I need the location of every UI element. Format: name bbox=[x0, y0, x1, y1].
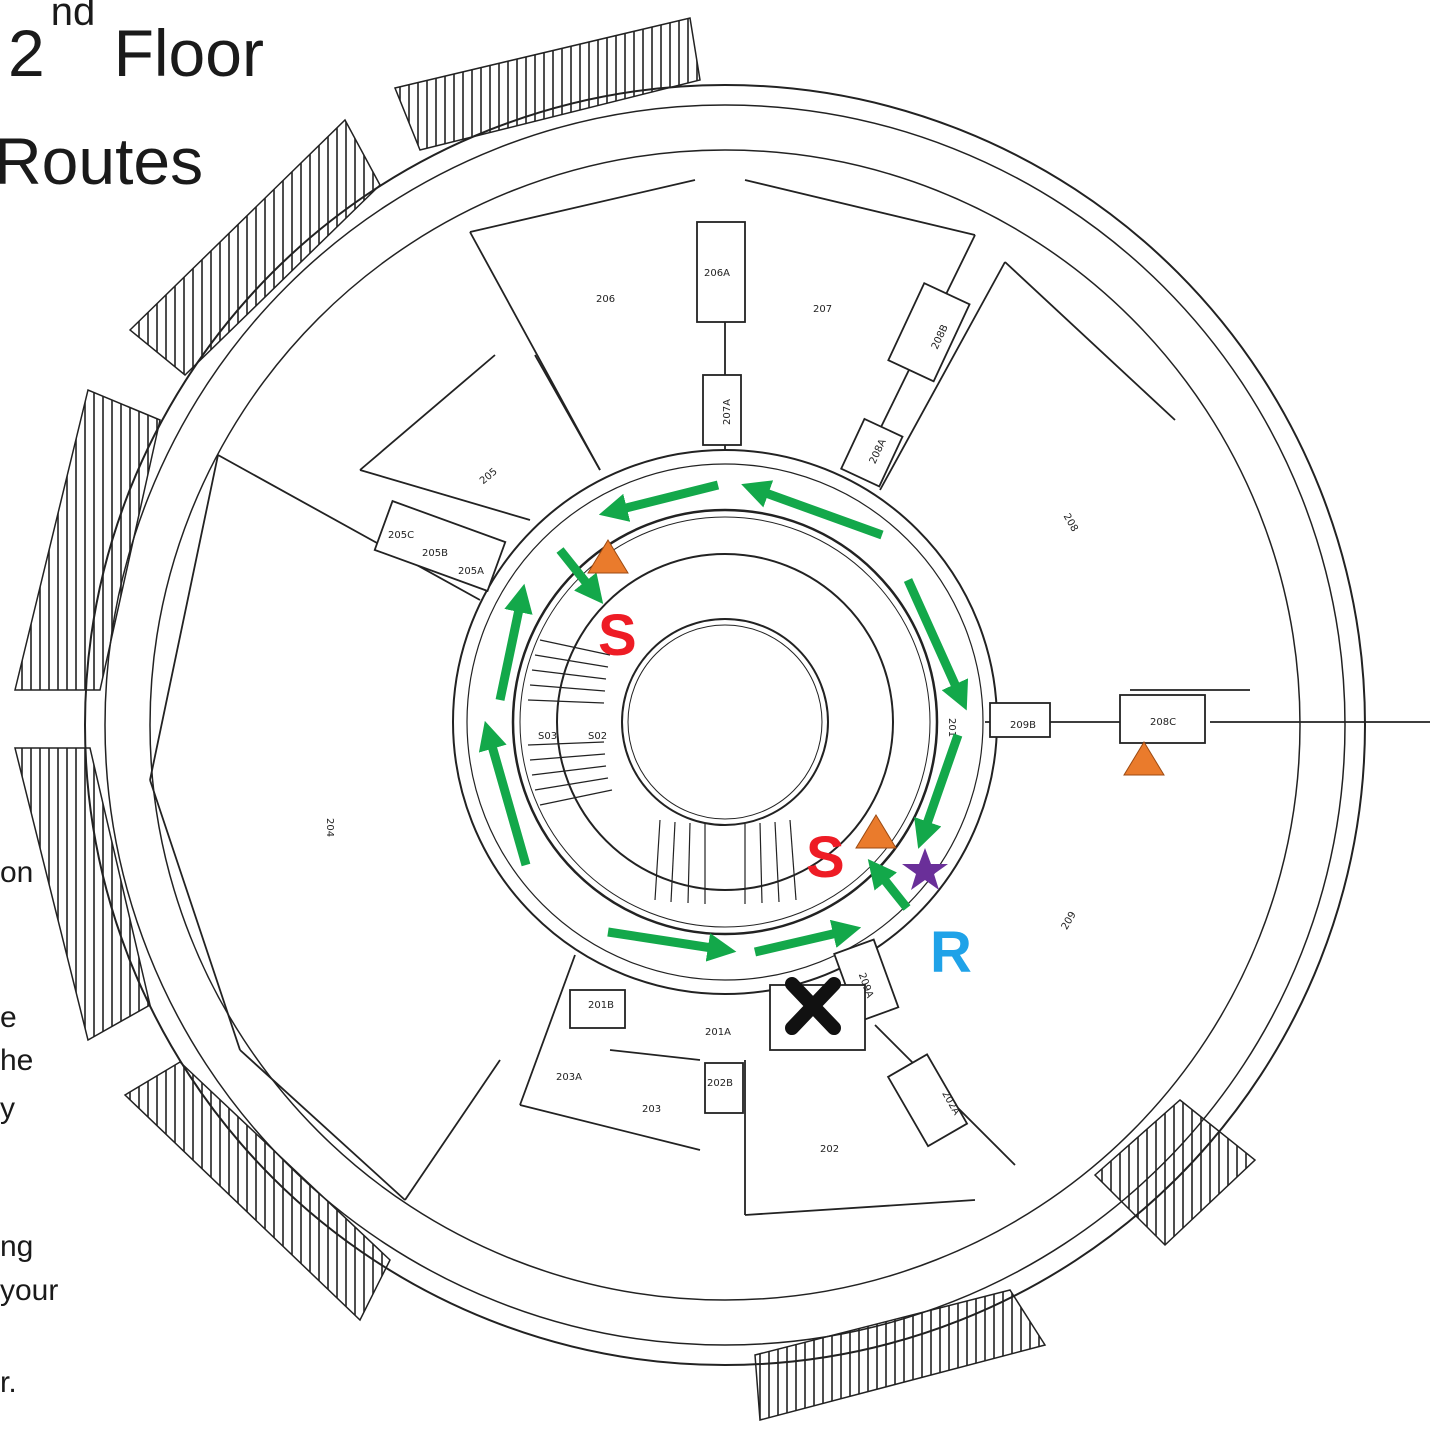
room-label-s03: S03 bbox=[538, 731, 557, 742]
cut-text-fragment: on bbox=[0, 856, 34, 889]
orange-triangle-marker bbox=[855, 814, 897, 849]
route-arrow bbox=[741, 480, 884, 540]
room-label-205: 205 bbox=[478, 466, 500, 487]
room-label-205b: 205B bbox=[422, 548, 448, 559]
cut-text-fragment: y bbox=[0, 1092, 15, 1125]
outer-corridor-wall bbox=[149, 149, 1301, 1301]
cut-text-fragment: ng bbox=[0, 1230, 34, 1263]
balcony-south bbox=[754, 1289, 1047, 1421]
room-207a-box bbox=[702, 374, 742, 446]
room-205-closets bbox=[373, 499, 507, 593]
room-label-208c: 208C bbox=[1150, 717, 1176, 728]
room-206a-box bbox=[696, 221, 746, 323]
orange-triangle-marker bbox=[587, 539, 629, 574]
orange-triangle-marker bbox=[1123, 741, 1165, 776]
room-202a-box bbox=[886, 1053, 969, 1148]
stair-core bbox=[556, 553, 894, 891]
room-label-206: 206 bbox=[596, 294, 615, 305]
cut-text-fragment: he bbox=[0, 1044, 34, 1077]
route-arrow bbox=[607, 927, 737, 962]
room-label-209: 209 bbox=[1060, 910, 1079, 932]
room-label-202: 202 bbox=[820, 1144, 839, 1155]
room-label-201a: 201A bbox=[705, 1027, 731, 1038]
balcony-southwest bbox=[123, 1061, 391, 1322]
room-label-206a: 206A bbox=[704, 268, 730, 279]
floor-word: Floor bbox=[113, 16, 264, 90]
room-label-202b: 202B bbox=[707, 1078, 733, 1089]
room-label-205a: 205A bbox=[458, 566, 484, 577]
room-label-201: 201 bbox=[946, 718, 957, 737]
route-arrow bbox=[753, 919, 862, 957]
room-label-201b: 201B bbox=[588, 1000, 614, 1011]
balcony-west-upper bbox=[14, 388, 161, 691]
refuge-marker: R bbox=[930, 920, 972, 985]
room-label-s02: S02 bbox=[588, 731, 607, 742]
balcony-southeast bbox=[1093, 1099, 1257, 1247]
cut-text-fragment: e bbox=[0, 1001, 17, 1034]
route-arrow bbox=[495, 583, 533, 701]
room-209b-box bbox=[989, 702, 1051, 738]
room-201b-box bbox=[569, 989, 626, 1029]
room-label-207: 207 bbox=[813, 304, 832, 315]
room-208c-box bbox=[1119, 694, 1206, 744]
room-208a-box bbox=[839, 417, 904, 488]
route-arrow bbox=[598, 480, 720, 522]
stair-south bbox=[654, 819, 797, 904]
room-label-209b: 209B bbox=[1010, 720, 1036, 731]
floor-number: 2 bbox=[8, 16, 45, 90]
outer-wall bbox=[84, 84, 1366, 1366]
route-arrow bbox=[903, 578, 969, 711]
inner-corridor-outer-wall bbox=[452, 449, 998, 995]
balcony-west-lower bbox=[14, 747, 151, 1042]
page-title: 2nd Floor bbox=[8, 0, 264, 86]
room-label-208: 208 bbox=[1061, 512, 1080, 534]
atrium-void bbox=[621, 618, 829, 826]
room-label-204: 204 bbox=[324, 818, 335, 837]
room-label-203: 203 bbox=[642, 1104, 661, 1115]
room-208b-box bbox=[887, 281, 971, 383]
cut-text-fragment: r. bbox=[0, 1366, 17, 1399]
stairs-marker-north: S bbox=[598, 603, 637, 668]
stairs-marker-south: S bbox=[806, 825, 845, 890]
route-arrow bbox=[556, 547, 604, 604]
page-subtitle: Routes bbox=[0, 124, 204, 198]
you-are-here-star bbox=[902, 848, 948, 890]
floor-ordinal: nd bbox=[50, 0, 96, 34]
cut-text-fragment: your bbox=[0, 1274, 59, 1307]
room-label-203a: 203A bbox=[556, 1072, 582, 1083]
route-arrow bbox=[867, 859, 911, 911]
route-arrow bbox=[914, 733, 963, 849]
blocked-x-marker bbox=[785, 977, 841, 1035]
route-arrow bbox=[478, 720, 531, 867]
stair-west bbox=[527, 639, 613, 806]
balcony-north bbox=[393, 17, 701, 151]
room-label-205c: 205C bbox=[388, 530, 414, 541]
room-202b-box bbox=[704, 1062, 744, 1114]
room-label-207a: 207A bbox=[722, 399, 733, 425]
balcony-northwest bbox=[128, 118, 381, 377]
